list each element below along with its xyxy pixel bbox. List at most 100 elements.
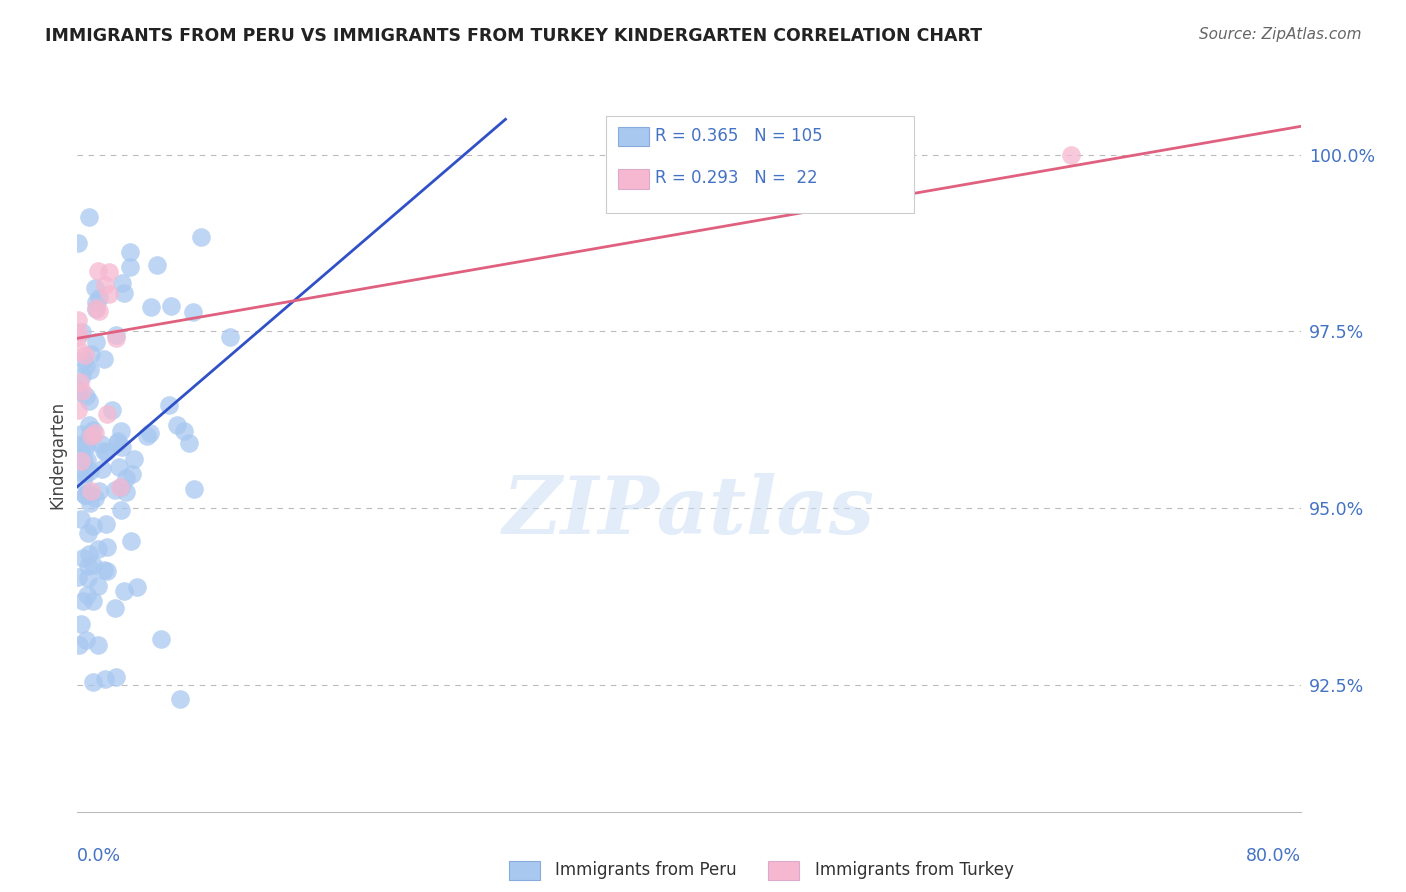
Point (82, 558, 104, 572)
Point (67, 313, 90, 327)
Point (218, 330, 240, 344)
Point (120, 533, 142, 548)
Point (76, 571, 98, 585)
Point (115, 484, 138, 499)
Point (181, 305, 204, 319)
Point (96, 407, 118, 421)
Text: 80.0%: 80.0% (1246, 847, 1301, 865)
Point (87, 304, 110, 318)
Point (150, 632, 173, 647)
Point (179, 435, 201, 450)
Point (77, 558, 100, 573)
Point (69, 465, 91, 479)
Point (141, 300, 163, 314)
Point (87, 579, 110, 593)
Point (96, 565, 118, 579)
Text: R = 0.293   N =  22: R = 0.293 N = 22 (655, 169, 817, 187)
Point (79, 347, 101, 361)
Point (169, 691, 191, 706)
Point (121, 467, 143, 481)
Point (94, 445, 117, 459)
Point (69, 512, 91, 526)
Point (70, 325, 93, 339)
Point (84, 281, 107, 295)
Point (77, 547, 100, 561)
Text: ZIPatlas: ZIPatlas (503, 474, 875, 550)
Point (105, 435, 128, 450)
Point (104, 483, 127, 497)
Text: Immigrants from Turkey: Immigrants from Turkey (815, 861, 1014, 879)
Point (118, 245, 141, 260)
Point (70, 617, 93, 632)
Point (93, 351, 115, 366)
Text: Immigrants from Peru: Immigrants from Peru (555, 861, 737, 879)
Point (69, 384, 91, 399)
Point (76, 589, 98, 603)
Point (190, 229, 212, 244)
Point (72, 475, 94, 489)
Point (86, 263, 108, 277)
Text: R = 0.365   N = 105: R = 0.365 N = 105 (655, 127, 823, 145)
Point (66, 443, 89, 458)
Point (80, 484, 103, 499)
Point (87, 291, 110, 305)
Point (90, 437, 112, 451)
Point (183, 482, 205, 496)
Point (75, 488, 97, 502)
Point (75, 632, 97, 647)
Point (66, 330, 89, 344)
Point (159, 299, 181, 313)
Point (86, 638, 108, 652)
Point (66, 382, 89, 396)
Point (112, 286, 135, 301)
Point (80, 429, 103, 443)
Point (67, 638, 90, 652)
Text: Source: ZipAtlas.com: Source: ZipAtlas.com (1198, 27, 1361, 42)
Point (118, 260, 141, 275)
Point (108, 480, 131, 494)
Point (166, 418, 188, 433)
Point (79, 496, 101, 510)
Point (111, 440, 134, 454)
Point (72, 550, 94, 565)
Point (104, 670, 127, 684)
Point (84, 426, 107, 441)
Point (66, 326, 89, 340)
Point (84, 302, 107, 317)
Point (145, 258, 167, 272)
Y-axis label: Kindergarten: Kindergarten (48, 401, 66, 509)
Point (66, 403, 89, 417)
Point (100, 402, 122, 417)
Point (110, 480, 132, 494)
Point (136, 428, 159, 442)
Point (98, 286, 121, 301)
Point (1060, 147, 1083, 161)
Point (76, 435, 98, 450)
Point (76, 453, 98, 467)
Point (84, 301, 107, 315)
Point (105, 328, 128, 343)
Point (139, 426, 162, 441)
Point (77, 485, 100, 500)
Point (93, 672, 115, 686)
Point (83, 491, 105, 506)
Point (82, 519, 104, 533)
Point (75, 440, 97, 454)
Point (112, 583, 135, 598)
Point (72, 384, 94, 399)
Text: 0.0%: 0.0% (77, 847, 121, 865)
Point (72, 437, 94, 451)
Point (107, 434, 129, 448)
Point (107, 460, 129, 475)
Point (110, 503, 132, 517)
Point (73, 353, 96, 368)
Point (82, 423, 104, 437)
Point (104, 330, 127, 344)
Point (69, 344, 91, 359)
Point (75, 359, 97, 374)
Point (87, 542, 110, 557)
Point (75, 488, 97, 502)
Point (98, 265, 121, 279)
Point (69, 454, 91, 468)
Point (82, 594, 104, 608)
